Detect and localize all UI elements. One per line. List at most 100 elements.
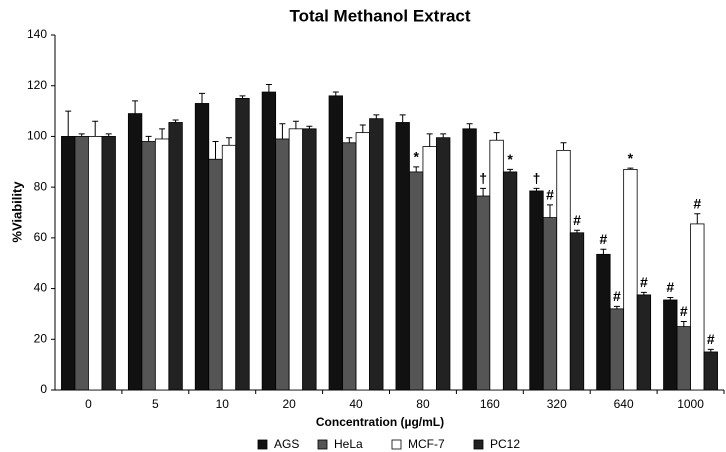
error-bar: [694, 213, 701, 224]
error-bar: [627, 167, 634, 170]
bar: [676, 326, 691, 391]
x-tick-label: 1000: [677, 397, 704, 411]
bar: [489, 139, 504, 391]
bar: [261, 91, 277, 391]
error-bar: [600, 248, 607, 255]
x-tick-label: 640: [614, 397, 634, 411]
bar: [74, 136, 89, 391]
error-bar: [373, 114, 380, 119]
bar: [235, 97, 250, 391]
error-bar: [132, 100, 139, 114]
bar: [275, 138, 290, 391]
significance-mark: †: [479, 170, 487, 186]
error-bar: [239, 95, 246, 99]
error-bar: [680, 321, 687, 327]
bar: [569, 232, 585, 391]
bar: [194, 103, 210, 391]
significance-mark: #: [707, 331, 715, 347]
bar: [168, 122, 183, 391]
error-bar: [265, 83, 272, 93]
error-bar: [707, 348, 714, 352]
bar: [623, 168, 638, 391]
legend-label: HeLa: [334, 437, 363, 451]
bar: [609, 308, 625, 391]
error-bar: [212, 141, 219, 160]
legend-swatch: [257, 439, 268, 450]
error-bar: [226, 137, 232, 146]
bar: [288, 128, 304, 391]
x-tick-label: 20: [282, 397, 296, 411]
bar: [462, 128, 477, 391]
error-bar: [667, 296, 674, 300]
error-bar: [547, 204, 553, 218]
bar: [61, 136, 76, 391]
y-tick-label: 120: [27, 78, 47, 92]
bar: [636, 294, 652, 391]
x-tick-label: 80: [416, 397, 430, 411]
error-bar: [159, 128, 166, 139]
significance-mark: #: [693, 195, 701, 211]
significance-mark: #: [666, 279, 674, 295]
error-bar: [78, 133, 85, 137]
error-bar: [440, 133, 447, 138]
error-bar: [346, 137, 353, 143]
legend-label: PC12: [490, 437, 520, 451]
bar: [101, 136, 116, 391]
error-bar: [640, 291, 647, 295]
legend-label: AGS: [274, 437, 299, 451]
significance-mark: †: [533, 170, 541, 186]
bar: [127, 113, 143, 391]
error-bar: [145, 135, 152, 142]
bar: [422, 146, 437, 391]
bar: [221, 144, 237, 391]
y-tick-label: 40: [34, 281, 48, 295]
bar: [302, 128, 317, 391]
y-tick-label: 60: [34, 230, 48, 244]
legend-swatch: [391, 439, 402, 450]
error-bar: [279, 123, 286, 139]
bar: [556, 149, 571, 391]
legend-label: MCF-7: [408, 437, 445, 451]
error-bar: [172, 119, 179, 123]
x-tick-label: 320: [547, 397, 567, 411]
significance-mark: *: [413, 149, 419, 165]
y-tick-label: 0: [40, 382, 47, 396]
error-bar: [413, 166, 420, 172]
error-bar: [332, 91, 339, 96]
error-bar: [613, 305, 620, 309]
bar: [369, 118, 384, 391]
error-bar: [399, 114, 406, 123]
bar: [88, 136, 103, 391]
bar: [328, 95, 343, 391]
y-tick-label: 140: [27, 27, 47, 41]
error-bar: [493, 132, 500, 141]
y-axis-title: %Viability: [9, 181, 24, 243]
error-bar: [574, 229, 580, 233]
significance-mark: #: [600, 231, 608, 247]
bar: [529, 190, 544, 391]
bar: [342, 142, 357, 391]
significance-mark: #: [680, 303, 688, 319]
error-bar: [92, 120, 99, 137]
bar: [208, 158, 223, 391]
error-bar: [533, 187, 540, 191]
error-bar: [359, 124, 366, 133]
significance-mark: #: [573, 212, 581, 228]
bar: [663, 299, 678, 391]
bar: [475, 195, 491, 391]
x-tick-label: 0: [85, 397, 92, 411]
significance-mark: *: [507, 151, 513, 167]
error-bar: [199, 92, 205, 104]
bar: [154, 138, 170, 391]
error-bar: [480, 187, 487, 197]
error-bar: [65, 110, 72, 137]
bar: [690, 223, 705, 391]
significance-mark: #: [546, 187, 554, 203]
error-bar: [466, 123, 473, 129]
bar: [355, 132, 370, 391]
error-bar: [426, 133, 433, 147]
significance-mark: #: [640, 274, 648, 290]
bar: [409, 171, 424, 391]
x-tick-label: 40: [349, 397, 363, 411]
